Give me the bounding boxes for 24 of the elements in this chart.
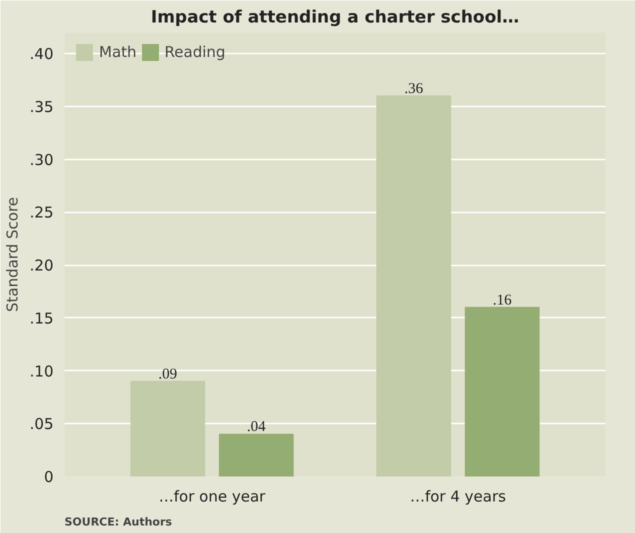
bar — [218, 434, 294, 476]
y-tick-label: 0 — [44, 468, 54, 486]
source-note: SOURCE: Authors — [64, 516, 172, 528]
legend-label: Math — [99, 43, 137, 61]
y-tick-label: .25 — [30, 204, 54, 222]
legend-label: Reading — [164, 43, 226, 61]
y-tick-label: .05 — [30, 415, 54, 434]
y-tick-label: .35 — [30, 98, 54, 116]
y-axis-title: Standard Score — [4, 196, 22, 312]
data-label: .04 — [246, 419, 266, 436]
y-tick-label: .10 — [30, 362, 54, 380]
y-tick-label: .40 — [30, 45, 54, 64]
chart-title: Impact of attending a charter school… — [150, 8, 520, 28]
x-tick-label: …for 4 years — [410, 488, 506, 506]
data-label: .09 — [158, 366, 178, 382]
y-tick-label: .15 — [30, 309, 54, 328]
data-label: .36 — [404, 80, 424, 97]
y-tick-label: .20 — [30, 256, 54, 275]
y-tick-label: .30 — [30, 150, 54, 169]
bar — [464, 306, 540, 476]
bar — [130, 380, 206, 476]
x-tick-label: …for one year — [158, 488, 266, 506]
data-label: .16 — [492, 292, 512, 308]
bar — [376, 95, 452, 476]
